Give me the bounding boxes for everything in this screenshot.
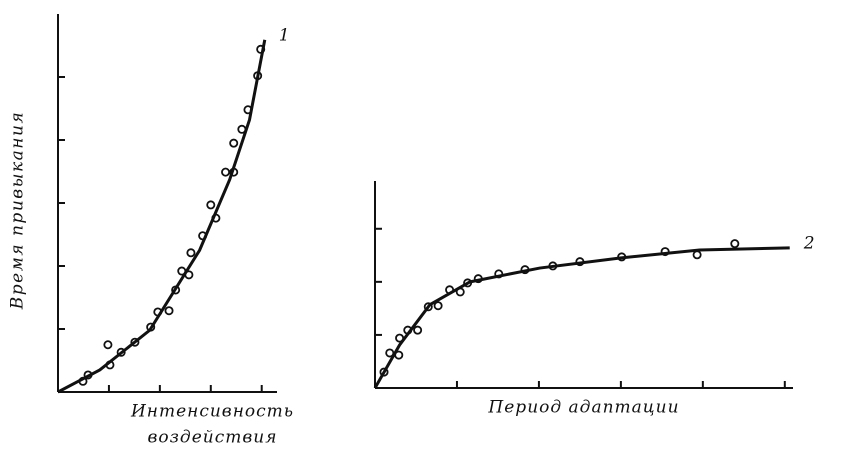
data-point	[730, 239, 740, 249]
data-point	[164, 306, 174, 316]
data-point	[692, 250, 702, 260]
curve-label: 1	[279, 25, 290, 45]
y-axis-label: Время привыкания	[8, 111, 28, 310]
x-axis-label: Период адаптации	[487, 398, 679, 418]
data-point	[413, 325, 423, 335]
fit-curve	[373, 246, 790, 389]
data-point	[229, 138, 239, 148]
curve-label: 2	[803, 233, 815, 253]
data-point	[103, 340, 113, 350]
data-point	[433, 301, 443, 311]
data-point	[221, 167, 231, 177]
fit-curve	[57, 39, 267, 394]
data-point	[206, 200, 216, 210]
x-axis-label: воздействия	[148, 428, 278, 448]
x-axis-label: Интенсивность	[130, 402, 294, 422]
data-point	[186, 248, 196, 258]
